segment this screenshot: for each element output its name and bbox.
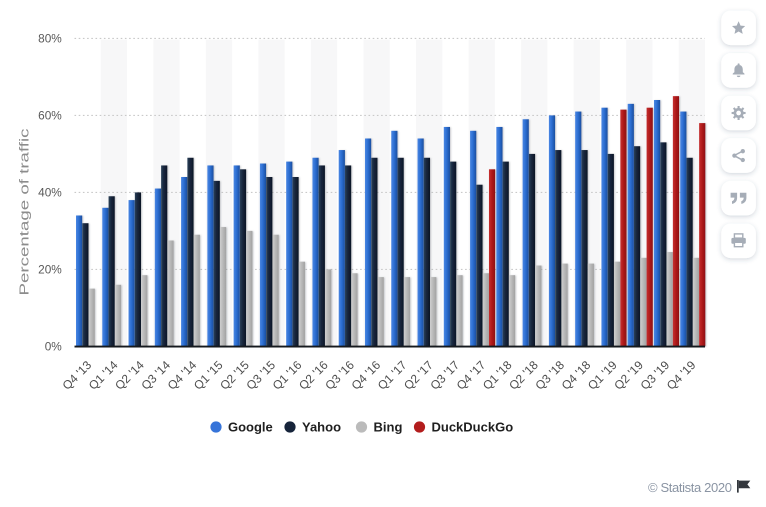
svg-text:Yahoo: Yahoo — [302, 420, 341, 435]
svg-text:DuckDuckGo: DuckDuckGo — [432, 420, 514, 435]
svg-text:0%: 0% — [45, 340, 63, 354]
svg-text:80%: 80% — [38, 32, 62, 46]
svg-text:Google: Google — [228, 420, 273, 435]
svg-text:© Statista 2020: © Statista 2020 — [648, 480, 732, 495]
svg-text:40%: 40% — [38, 186, 62, 200]
svg-text:20%: 20% — [38, 263, 62, 277]
svg-text:Bing: Bing — [374, 420, 403, 435]
svg-text:60%: 60% — [38, 109, 62, 123]
svg-text:Percentage of traffic: Percentage of traffic — [17, 128, 32, 296]
svg-text:Q4 '19: Q4 '19 — [664, 358, 699, 393]
